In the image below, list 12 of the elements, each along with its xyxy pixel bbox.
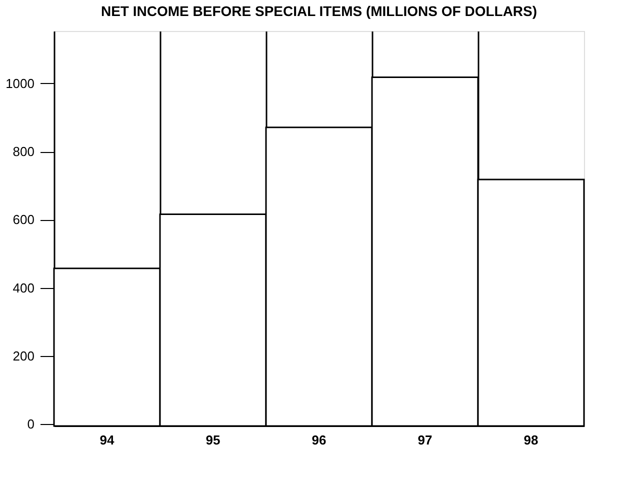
- y-tick-label: 1000: [6, 76, 34, 91]
- x-tick-label: 96: [312, 432, 326, 448]
- y-tick-label: 200: [12, 348, 34, 364]
- x-tick-label: 98: [524, 432, 538, 448]
- y-tick-label: 800: [12, 144, 34, 160]
- chart-title: NET INCOME BEFORE SPECIAL ITEMS (MILLIONS OF DOLLARS): [100, 3, 538, 19]
- x-tick-label: 94: [100, 432, 115, 448]
- y-tick-label: 0: [27, 416, 34, 432]
- x-tick-label: 97: [418, 432, 432, 448]
- y-tick-label: 600: [12, 212, 34, 228]
- x-tick-label: 95: [206, 432, 220, 448]
- y-tick-label: 400: [12, 280, 34, 296]
